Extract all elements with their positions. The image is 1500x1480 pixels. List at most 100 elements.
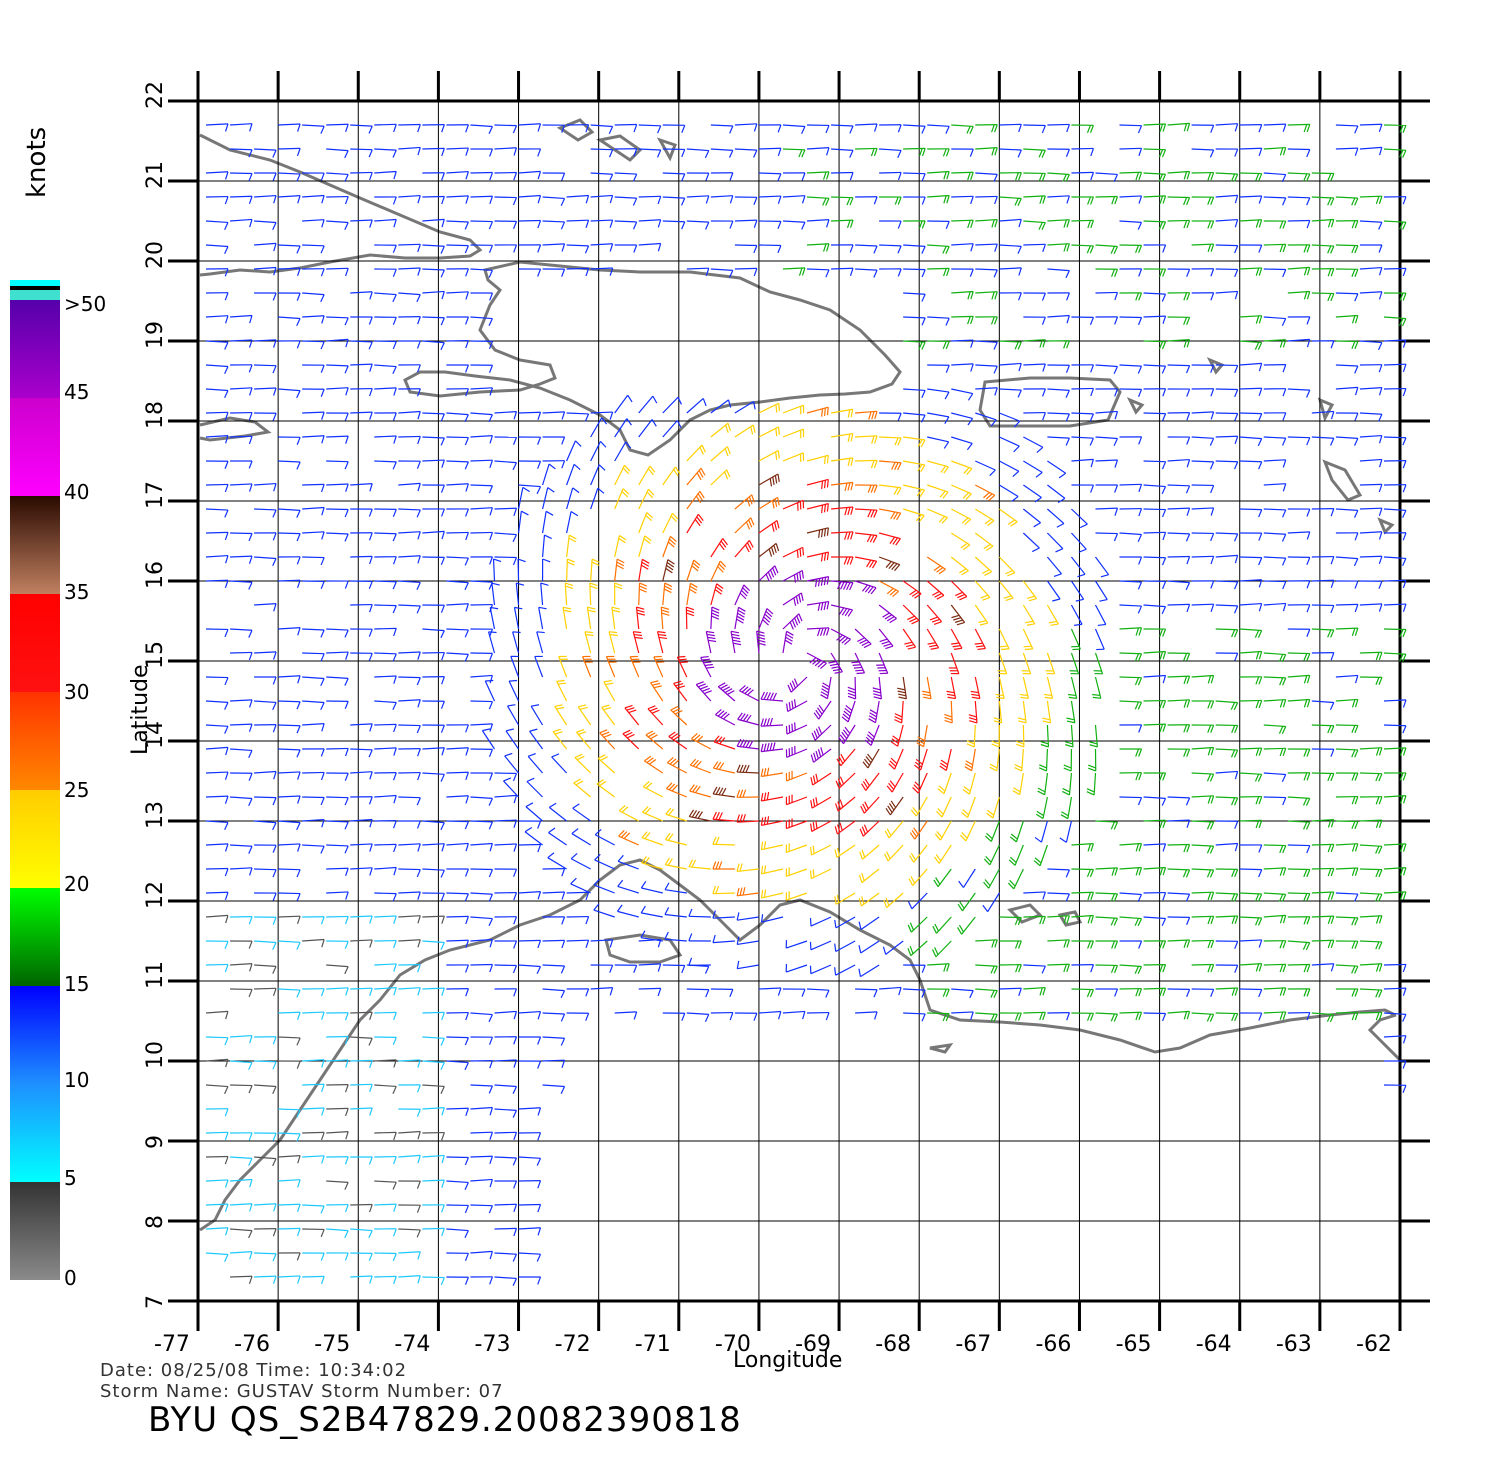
wind-barb (593, 903, 615, 918)
wind-barb (927, 460, 949, 474)
wind-barb (470, 963, 494, 973)
wind-barb (1263, 172, 1287, 183)
wind-barb (1335, 1011, 1359, 1021)
wind-barb (710, 399, 732, 414)
wind-barb (350, 291, 373, 300)
wind-barb (614, 172, 638, 182)
wind-barb (1359, 507, 1383, 516)
wind-barb (205, 1036, 229, 1046)
wind-barb (1063, 748, 1073, 772)
wind-barb (542, 988, 566, 999)
wind-barb (205, 388, 229, 399)
wind-barb (398, 820, 421, 829)
wind-barb (1263, 892, 1287, 902)
wind-barb (975, 316, 998, 325)
wind-barb (1191, 436, 1215, 446)
wind-barb (446, 868, 469, 877)
wind-barb (1167, 196, 1191, 206)
wind-barb (1119, 244, 1143, 254)
wind-barb (951, 315, 974, 325)
wind-barb (1239, 579, 1263, 588)
wind-barb (374, 1228, 397, 1237)
wind-barb (975, 460, 996, 477)
lon-tick-label: -65 (1116, 1332, 1152, 1357)
wind-barb (326, 316, 349, 326)
wind-barb (1335, 627, 1359, 636)
wind-barb (734, 584, 750, 606)
wind-barb (206, 1108, 229, 1117)
wind-barb (1095, 532, 1119, 542)
wind-barb (758, 565, 779, 582)
wind-barb (518, 1203, 542, 1213)
wind-barb (590, 987, 614, 996)
wind-barb (422, 868, 445, 878)
wind-barb (398, 123, 421, 133)
wind-barb (1263, 698, 1287, 708)
wind-barb (398, 868, 421, 878)
wind-barb (710, 583, 724, 606)
wind-barb (712, 761, 736, 774)
wind-barb (1215, 460, 1239, 470)
wind-barb (350, 555, 373, 565)
wind-barb (999, 484, 1019, 502)
wind-barb (326, 435, 349, 444)
wind-barb (951, 290, 974, 300)
wind-barb (1287, 868, 1311, 878)
wind-barb (1287, 508, 1311, 517)
wind-barb (1191, 868, 1215, 878)
wind-barb (254, 868, 277, 878)
wind-barb (205, 1131, 229, 1141)
wind-barb (398, 1228, 421, 1238)
wind-barb (710, 538, 728, 558)
wind-barb (1287, 916, 1311, 925)
wind-barb (1359, 963, 1383, 972)
wind-barb (398, 796, 421, 806)
wind-barb (662, 396, 683, 414)
wind-barb (566, 510, 579, 534)
wind-barb (638, 963, 662, 972)
wind-barb (374, 700, 397, 710)
wind-barb (278, 556, 301, 565)
wind-barb (254, 1228, 277, 1237)
wind-barb (527, 753, 544, 774)
wind-barb (494, 1180, 518, 1189)
wind-barb (1287, 772, 1311, 781)
wind-barb (1215, 268, 1239, 278)
wind-barb (542, 172, 566, 181)
wind-barb (542, 243, 566, 252)
wind-barb (230, 1060, 253, 1071)
wind-barb (1023, 460, 1043, 478)
colorbar-label: 30 (64, 680, 90, 704)
wind-barb (806, 406, 829, 417)
wind-barb (566, 194, 590, 204)
wind-barb (205, 123, 229, 132)
wind-barb (1239, 892, 1263, 902)
wind-barb (489, 606, 499, 630)
wind-barb (564, 582, 574, 606)
wind-barb (999, 362, 1022, 372)
wind-barb (494, 891, 518, 901)
wind-barb (446, 820, 469, 830)
wind-barb (933, 868, 952, 888)
lat-tick-label: 10 (143, 1041, 168, 1069)
wind-barb (1311, 555, 1335, 565)
wind-barb (1311, 410, 1335, 420)
wind-barb (1263, 196, 1287, 206)
wind-barb (1263, 339, 1287, 348)
wind-barb (1167, 796, 1191, 806)
wind-barb (734, 400, 756, 414)
wind-barb (862, 748, 880, 769)
wind-barb (1143, 987, 1167, 997)
wind-barb (254, 532, 277, 541)
wind-barb (1191, 460, 1215, 470)
wind-barb (712, 786, 735, 798)
wind-barb (1167, 916, 1191, 926)
wind-barb (916, 724, 928, 748)
wind-barb (542, 1084, 566, 1095)
wind-barb (1119, 556, 1143, 565)
wind-barb (1119, 436, 1143, 445)
wind-barb (638, 195, 662, 205)
wind-barb (205, 531, 229, 541)
wind-barb (1239, 747, 1263, 756)
wind-barb (879, 986, 902, 996)
